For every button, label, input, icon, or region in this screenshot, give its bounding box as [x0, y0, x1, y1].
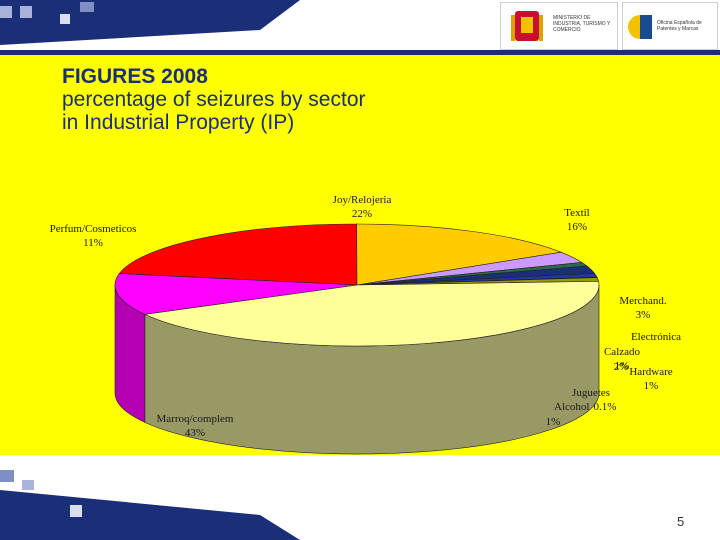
pie-slice-joy-relojeri-a [118, 223, 358, 286]
pie-label-joy-relojeria: Joy/Relojeria 22% [333, 194, 392, 220]
ministry-logo-text: MINISTERIO DE INDUSTRIA, TURISMO Y COMER… [553, 15, 611, 33]
bottom-band-squares [0, 470, 82, 517]
top-band [0, 0, 300, 45]
pie-label-merchand: Merchand. 3% [619, 295, 667, 321]
slide-subtitle-line2: in Industrial Property (IP) [62, 111, 295, 134]
oepm-emblem-icon [628, 15, 652, 39]
top-band-squares [0, 2, 94, 24]
pie-label-perfum-cosmeticos: Perfum/Cosmeticos 11% [50, 223, 137, 249]
page-number: 5 [677, 514, 685, 529]
ministry-logo: MINISTERIO DE INDUSTRIA, TURISMO Y COMER… [500, 2, 618, 50]
pie-slice-marroq-complem [143, 281, 600, 347]
oepm-logo-text: Oficina Española de Patentes y Marcas [657, 20, 702, 32]
pie-label-juguetes: Juguetes [572, 387, 610, 399]
bottom-band [0, 490, 300, 540]
pie-labels: Joy/Relojeria 22% Textil 16% Merchand. 3% Elec… [50, 194, 682, 439]
pie-label-1: 1% [546, 416, 561, 428]
pie-label-marroq-complem: Marroq/complem 43% [157, 413, 234, 439]
slide-subtitle-line1: percentage of seizures by sector [62, 88, 366, 111]
header-stripe [0, 50, 720, 55]
pie-label-hardware: Hardware 1% [629, 366, 672, 392]
pie-label-electro-nica: Electrónica [631, 331, 681, 343]
oepm-logo: Oficina Española de Patentes y Marcas [622, 2, 718, 50]
slide-title: FIGURES 2008 [62, 65, 208, 88]
pie-label-2: 2% [614, 361, 629, 373]
pie-sides [114, 284, 600, 455]
pie-slice-perfum-cosmeticos [114, 273, 358, 315]
pie-label-calzado: Calzado 1% [604, 346, 641, 372]
pie-label-textil: Textil 16% [564, 207, 590, 233]
pie-slice-textil [356, 223, 563, 286]
coat-of-arms-icon [511, 11, 543, 41]
pie-label-alcohol: Alcohol 0.1% [554, 401, 616, 413]
pie-tops [114, 223, 600, 347]
